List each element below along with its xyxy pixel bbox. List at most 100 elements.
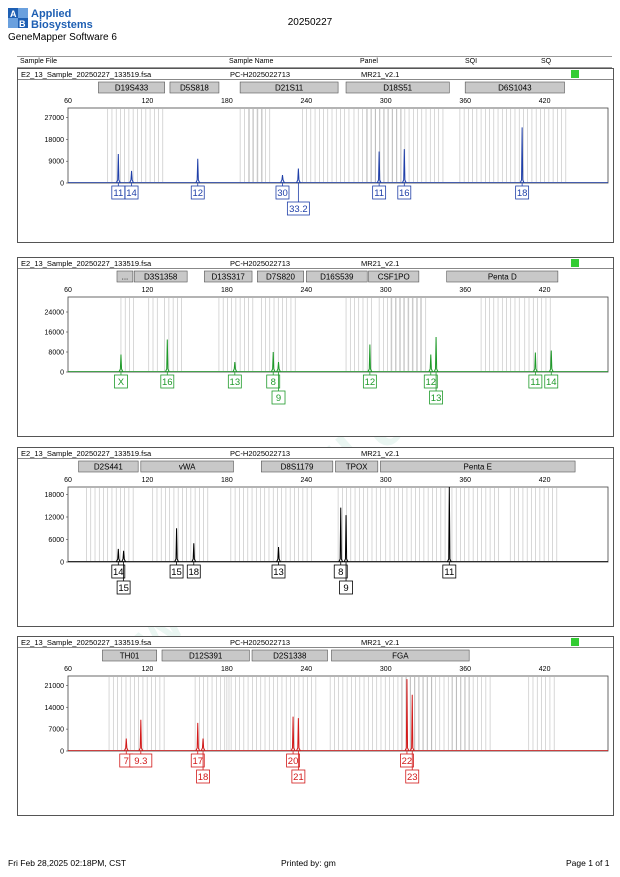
allele-call[interactable]: 17 [190, 751, 205, 768]
x-tick-label: 60 [64, 287, 72, 294]
sample-row[interactable]: E2_13_Sample_20250227_133519.fsa PC-H2025… [18, 69, 613, 80]
allele-call[interactable]: 8 [333, 562, 348, 579]
locus-marker[interactable]: D21S11 [239, 81, 339, 94]
locus-marker[interactable]: Penta E [380, 460, 576, 473]
allele-call[interactable]: 11 [528, 372, 543, 389]
y-tick-label: 0 [60, 181, 64, 188]
y-tick-label: 16000 [45, 330, 65, 337]
peak [446, 486, 452, 563]
locus-marker[interactable]: D2S441 [78, 460, 139, 473]
allele-call[interactable]: 20 [286, 751, 300, 768]
peak [290, 716, 296, 752]
locus-marker[interactable]: D8S1179 [261, 460, 334, 473]
allele-call[interactable]: 13 [227, 372, 242, 389]
allele-call[interactable]: 12 [423, 372, 438, 389]
locus-marker[interactable]: D5S818 [169, 81, 220, 94]
allele-call[interactable]: 11 [372, 183, 387, 200]
locus-label: CSF1PO [378, 273, 410, 282]
allele-label: 13 [273, 567, 284, 578]
locus-label: Penta D [488, 273, 517, 282]
locus-marker[interactable]: Penta D [446, 270, 559, 283]
allele-call[interactable]: 22 [400, 751, 414, 768]
allele-label: 16 [399, 188, 410, 199]
allele-label: 13 [431, 393, 442, 404]
allele-call[interactable]: 15 [116, 562, 131, 595]
allele-call[interactable]: 11 [111, 183, 126, 200]
plot-area [67, 675, 609, 752]
allele-label: 9.3 [134, 756, 147, 767]
locus-marker[interactable]: vWA [140, 460, 234, 473]
x-tick-label: 180 [221, 98, 233, 105]
locus-marker[interactable]: ... [116, 270, 134, 283]
locus-label: D2S441 [94, 463, 123, 472]
locus-marker[interactable]: D13S317 [204, 270, 253, 283]
allele-call[interactable]: 21 [291, 751, 306, 784]
allele-call[interactable]: 9.3 [129, 751, 153, 768]
locus-marker[interactable]: TPOX [335, 460, 379, 473]
allele-call[interactable]: 18 [186, 562, 201, 579]
x-tick-label: 300 [380, 287, 392, 294]
locus-marker[interactable]: D2S1338 [251, 649, 328, 662]
locus-marker[interactable]: D16S539 [306, 270, 368, 283]
allele-call[interactable]: 13 [271, 562, 286, 579]
plot-area [67, 107, 609, 184]
peak [138, 719, 144, 752]
allele-call[interactable]: 16 [397, 183, 412, 200]
allele-call[interactable]: 18 [196, 751, 210, 784]
sample-row[interactable]: E2_13_Sample_20250227_133519.fsa PC-H2025… [18, 258, 613, 269]
allele-call[interactable]: X [114, 372, 128, 389]
allele-label: X [118, 377, 125, 388]
locus-marker[interactable]: TH01 [102, 649, 158, 662]
allele-call[interactable]: 16 [160, 372, 175, 389]
locus-marker[interactable]: D12S391 [161, 649, 250, 662]
electropherogram-black: D2S441 vWA D8S1179 TPOX Penta E60 120 180 240 30… [45, 460, 609, 595]
allele-call[interactable]: 11 [442, 562, 457, 579]
peak [428, 354, 434, 373]
peak [343, 515, 349, 563]
allele-label: 12 [425, 377, 436, 388]
locus-label: D2S1338 [273, 652, 307, 661]
locus-marker[interactable]: D18S51 [345, 81, 450, 94]
locus-marker[interactable]: D3S1358 [133, 270, 188, 283]
peak [404, 679, 410, 752]
locus-label: D8S1179 [281, 463, 314, 472]
locus-marker[interactable]: FGA [331, 649, 470, 662]
allele-label: 14 [126, 188, 137, 199]
allele-call[interactable]: 8 [266, 372, 281, 389]
plot-area [67, 296, 609, 373]
peak [115, 153, 121, 184]
allele-call[interactable]: 14 [111, 562, 126, 579]
locus-label: vWA [179, 463, 196, 472]
peak [123, 738, 129, 752]
allele-call[interactable]: 33.2 [286, 183, 310, 216]
locus-marker[interactable]: CSF1PO [368, 270, 420, 283]
app-name: GeneMapper Software 6 [8, 32, 117, 43]
allele-call[interactable]: 14 [544, 372, 559, 389]
peak [276, 546, 281, 563]
allele-call[interactable]: 18 [515, 183, 530, 200]
sample-row[interactable]: E2_13_Sample_20250227_133519.fsa PC-H2025… [18, 637, 613, 648]
allele-label: 30 [277, 188, 288, 199]
allele-call[interactable]: 14 [124, 183, 139, 200]
print-timestamp: Fri Feb 28,2025 02:18PM, CST [8, 858, 127, 868]
allele-call[interactable]: 30 [275, 183, 290, 200]
sample-file: E2_13_Sample_20250227_133519.fsa [21, 638, 152, 647]
allele-call[interactable]: 9 [271, 372, 286, 405]
y-tick-label: 27000 [45, 115, 65, 122]
peak [118, 354, 124, 373]
locus-marker[interactable]: D7S820 [257, 270, 304, 283]
x-tick-label: 360 [459, 98, 471, 105]
locus-label: D18S51 [383, 84, 412, 93]
locus-marker[interactable]: D19S433 [98, 81, 165, 94]
locus-marker[interactable]: D6S1043 [464, 81, 565, 94]
locus-label: D13S317 [212, 273, 246, 282]
allele-call[interactable]: 15 [169, 562, 184, 579]
x-tick-label: 60 [64, 477, 72, 484]
sample-row[interactable]: E2_13_Sample_20250227_133519.fsa PC-H2025… [18, 448, 613, 459]
allele-call[interactable]: 12 [190, 183, 205, 200]
allele-call[interactable]: 12 [362, 372, 377, 389]
allele-call[interactable]: 13 [429, 372, 443, 405]
locus-label: D6S1043 [498, 84, 532, 93]
allele-call[interactable]: 23 [405, 751, 420, 784]
allele-call[interactable]: 9 [339, 562, 353, 595]
